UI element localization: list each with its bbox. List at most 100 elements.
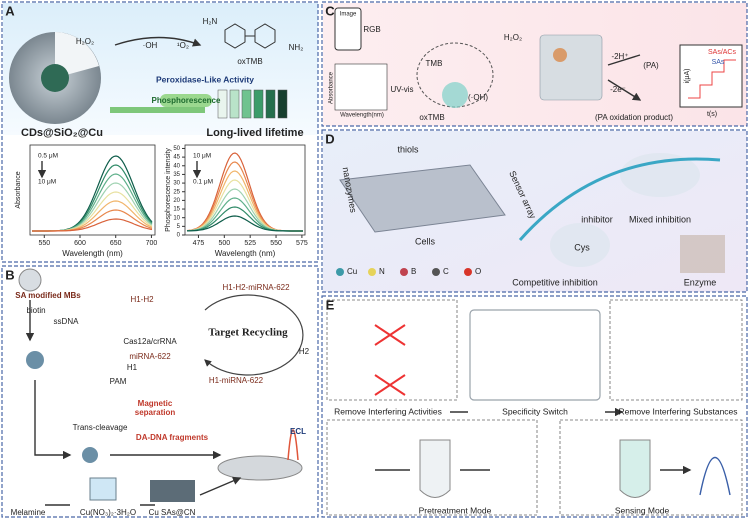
y-tick-label: 50: [173, 146, 180, 152]
graph-frame: [184, 144, 306, 236]
monitor: [679, 44, 743, 108]
label: Competitive inhibition: [512, 277, 598, 287]
label: Cys: [574, 242, 590, 252]
panel-letter: D: [325, 131, 334, 146]
y-tick-label: 5: [177, 224, 181, 230]
core: [41, 64, 69, 92]
cn-lattice: [150, 480, 195, 502]
label: Remove Interfering Substances: [618, 406, 737, 416]
arrow: [607, 54, 640, 100]
concentration-note: 10 μM: [38, 179, 56, 186]
label: Cas12a/crRNA: [123, 337, 177, 346]
y-tick-label: 0: [177, 233, 181, 239]
label: Cu SAs@CN: [149, 508, 196, 517]
label: SAs/ACs: [708, 49, 737, 56]
concentration-note: 0.5 μM: [38, 153, 58, 160]
enzyme-bubble: [550, 223, 610, 267]
label: H₂O₂: [76, 37, 94, 46]
label: H1-miRNA-622: [209, 376, 264, 385]
label: biotin: [26, 306, 45, 315]
spectrum-curve: [32, 218, 153, 232]
graphene-sheet: [469, 309, 601, 401]
graph-frame: [29, 144, 156, 236]
panel-d-border: [321, 129, 748, 293]
spectrum-curve: [186, 161, 303, 232]
x-axis-label: Wavelength (nm): [215, 249, 276, 258]
inner-box: [326, 299, 458, 401]
label: DA-DNA fragments: [136, 433, 209, 442]
legend-label: N: [379, 267, 385, 276]
arrow: [45, 478, 240, 506]
legend-label: B: [411, 267, 416, 276]
label: Peroxidase-Like Activity: [156, 74, 254, 84]
y-tick-label: 20: [173, 198, 180, 204]
label: Pretreatment Mode: [419, 505, 492, 515]
label: H1-H2-miRNA-622: [222, 283, 290, 292]
label: (PA): [643, 61, 659, 70]
connector: [518, 157, 721, 241]
beaker: [89, 477, 117, 501]
x-tick-label: 575: [296, 240, 308, 247]
panel-letter: B: [5, 267, 14, 282]
label: UV-vis: [390, 85, 413, 94]
spectrum-box: [334, 63, 388, 111]
concentration-note: 10 μM: [193, 153, 211, 160]
label: Melamine: [11, 508, 46, 517]
panel-c-border: [321, 1, 748, 127]
vials: [217, 89, 288, 119]
oxtmb-glow: [442, 82, 468, 108]
label: Phosphorescence: [152, 96, 221, 105]
label: H1: [127, 363, 138, 372]
y-tick-label: 40: [173, 163, 180, 169]
legend-swatch: [432, 268, 440, 276]
label: Target Recycling: [208, 327, 288, 339]
phone: [334, 7, 362, 51]
label: ·OH: [143, 41, 158, 50]
label: Trans-cleavage: [73, 423, 128, 432]
nanoparticle-cut: [55, 32, 99, 78]
label: Enzyme: [684, 277, 717, 287]
y-tick-label: 30: [173, 181, 180, 187]
legend-label: O: [475, 267, 481, 276]
label: (·OH): [468, 93, 488, 102]
panel-a-border: [1, 1, 319, 263]
electrode: [217, 455, 303, 481]
x-tick-label: 550: [270, 240, 282, 247]
label: Mixed inhibition: [629, 214, 691, 224]
x-tick-label: 700: [146, 240, 158, 247]
x-tick-label: 500: [218, 240, 230, 247]
sensor-plate: [339, 164, 506, 233]
panel-e-border: [321, 295, 748, 518]
inner-box: [326, 419, 538, 516]
label: oxTMB: [237, 57, 262, 66]
label: Cells: [415, 236, 436, 246]
label: H2: [299, 347, 310, 356]
panel-letter: C: [325, 3, 335, 18]
magnetic-bead: [18, 268, 42, 292]
y-tick-label: 25: [173, 189, 180, 195]
inner-box: [609, 299, 743, 401]
label: oxTMB: [419, 113, 444, 122]
tmb-structure: [224, 23, 276, 49]
cycle: [416, 42, 494, 108]
label: TMB: [426, 59, 443, 68]
cross-mark: [374, 374, 406, 396]
label: thiols: [397, 144, 419, 154]
label: (PA oxidation product): [595, 113, 673, 122]
label: SA modified MBs: [15, 291, 81, 300]
label: Wavelength(nm): [340, 113, 384, 119]
label: separation: [135, 408, 176, 417]
y-axis-label: Phosphorescence intensity: [165, 148, 172, 232]
legend-swatch: [368, 268, 376, 276]
y-tick-label: 45: [173, 155, 180, 161]
y-tick-label: 10: [173, 215, 180, 221]
tube: [419, 439, 451, 498]
graphene-lattice: [539, 34, 603, 101]
label: miRNA-622: [129, 352, 171, 361]
phosphorescence-badge: [160, 94, 212, 107]
label: PAM: [110, 377, 127, 386]
legend-label: C: [443, 267, 449, 276]
enzyme-structure: [680, 235, 725, 273]
label: H₂O₂: [504, 33, 522, 42]
